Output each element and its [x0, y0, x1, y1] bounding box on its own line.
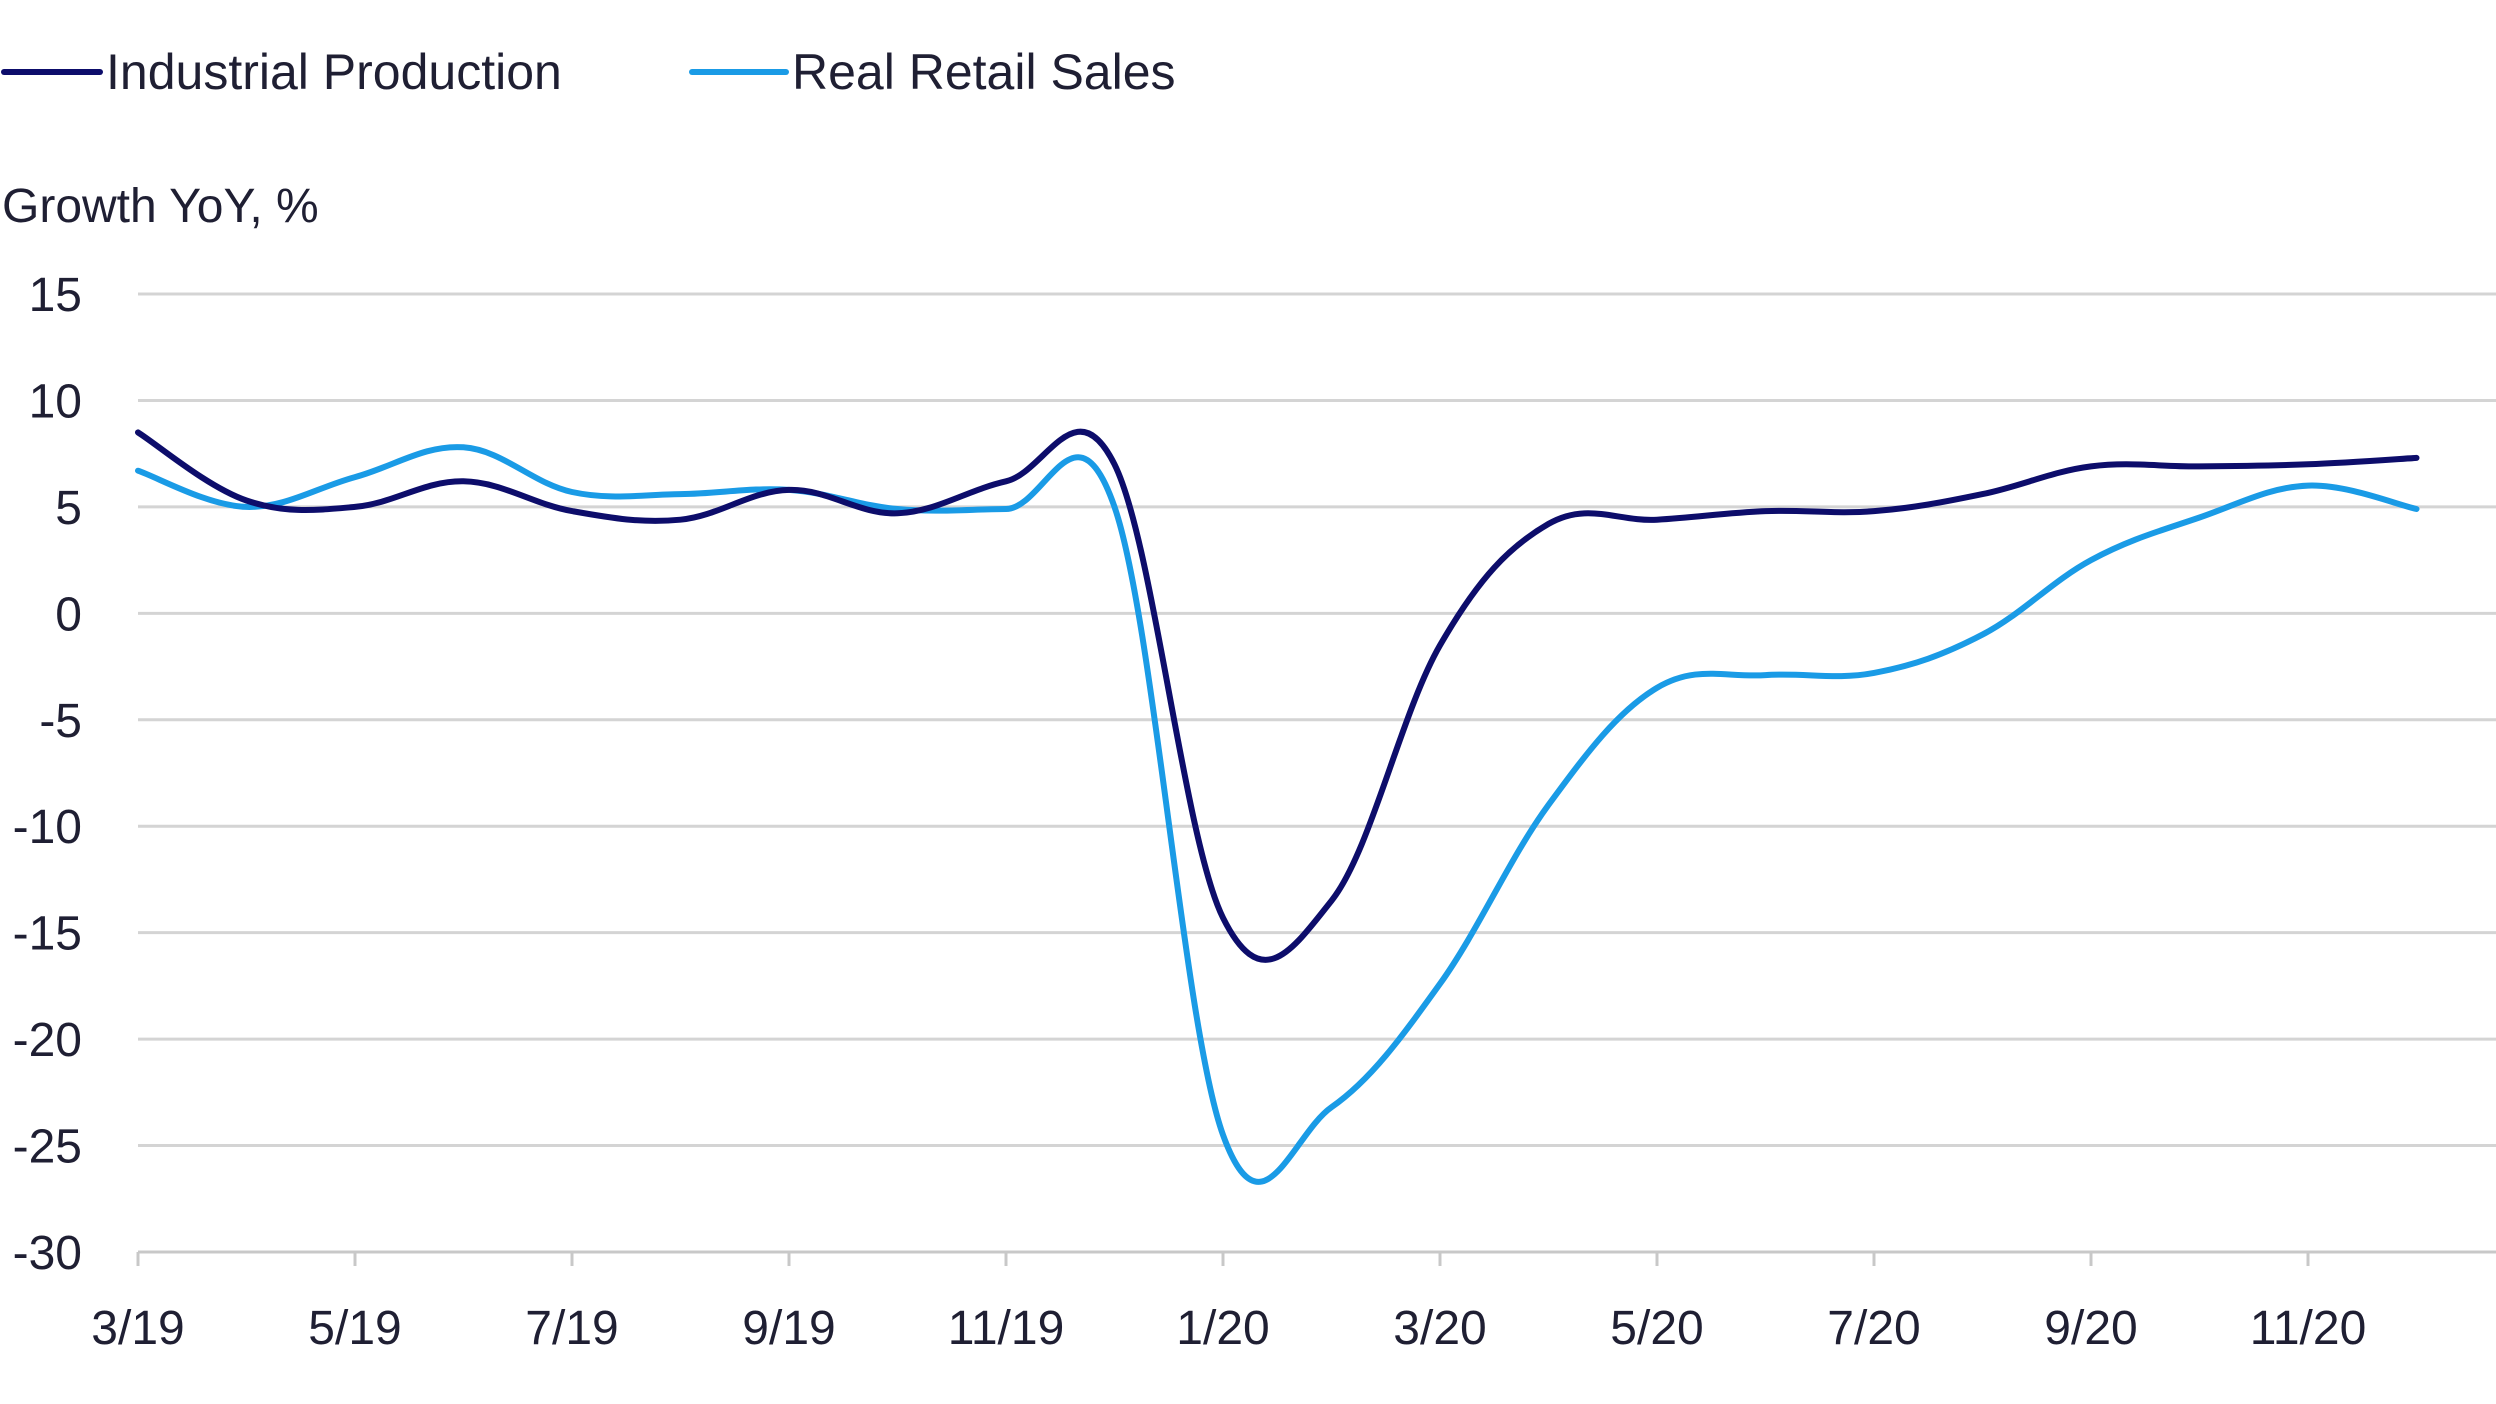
- x-tick-label: 3/20: [1393, 1302, 1486, 1355]
- x-tick-label: 11/19: [948, 1302, 1065, 1355]
- y-tick-label: -10: [13, 801, 82, 854]
- y-tick-label: 0: [55, 588, 82, 641]
- series-line-industrial-production: [135, 428, 2420, 963]
- x-tick-label: 11/20: [2250, 1302, 2367, 1355]
- legend-label-real-retail-sales: Real Retail Sales: [792, 44, 1176, 100]
- series-lines: [135, 428, 2420, 1185]
- y-tick-label: 15: [29, 269, 82, 322]
- x-tick-label: 5/20: [1610, 1302, 1703, 1355]
- legend-item-industrial-production: Industrial Production: [1, 44, 562, 100]
- y-tick-label: -5: [39, 695, 82, 748]
- x-tick-label: 3/19: [91, 1302, 184, 1355]
- x-tick-label: 9/20: [2044, 1302, 2137, 1355]
- x-tick-label: 7/19: [525, 1302, 618, 1355]
- legend: Industrial Production Real Retail Sales: [1, 44, 1176, 100]
- y-tick-label: 10: [29, 375, 82, 428]
- gridlines: [138, 292, 2496, 1148]
- y-tick-label: -15: [13, 908, 82, 961]
- y-tick-label: 5: [55, 482, 82, 535]
- series-line-real-retail-sales: [135, 444, 2420, 1185]
- legend-label-industrial-production: Industrial Production: [106, 44, 562, 100]
- y-tick-label: -20: [13, 1014, 82, 1067]
- x-tick-label: 5/19: [308, 1302, 401, 1355]
- x-tick-label: 1/20: [1176, 1302, 1269, 1355]
- x-axis: 3/19 5/19 7/19 9/19 11/19 1/20 3/20 5/20 7/20 9/2…: [91, 1250, 2496, 1355]
- legend-item-real-retail-sales: Real Retail Sales: [689, 44, 1176, 100]
- y-axis-title: Growth YoY, %: [2, 180, 319, 233]
- y-tick-label: -30: [13, 1227, 82, 1280]
- x-tick-label: 7/20: [1827, 1302, 1920, 1355]
- y-axis: 15 10 5 0 -5 -10 -15 -20 -25 -30: [13, 269, 82, 1280]
- y-tick-label: -25: [13, 1121, 82, 1174]
- x-tick-label: 9/19: [742, 1302, 835, 1355]
